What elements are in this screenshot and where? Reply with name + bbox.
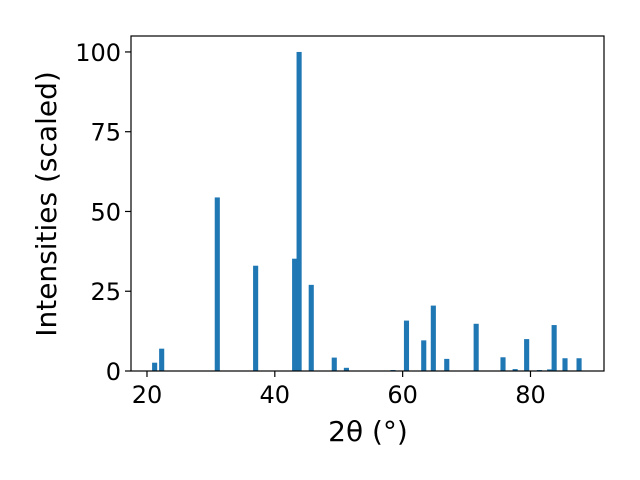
y-tick-label: 75 <box>90 119 121 147</box>
bar <box>473 323 479 371</box>
bar <box>403 320 410 371</box>
x-tick-label: 40 <box>260 381 291 409</box>
bar <box>430 305 436 371</box>
y-tick-label: 50 <box>90 198 121 226</box>
bar <box>444 358 450 371</box>
bar <box>292 258 298 371</box>
y-tick-label: 0 <box>106 358 121 386</box>
bar <box>152 362 158 371</box>
bar <box>343 367 349 371</box>
bar <box>331 357 337 371</box>
y-tick-label: 100 <box>75 39 121 67</box>
bar <box>524 339 530 371</box>
bars-group <box>152 51 582 371</box>
bar <box>253 265 259 371</box>
bar <box>512 369 518 371</box>
bar <box>296 51 302 371</box>
x-tick-label: 80 <box>515 381 546 409</box>
bar <box>308 284 314 371</box>
x-axis-ticks: 20 40 60 80 <box>132 371 546 409</box>
bar <box>547 369 553 371</box>
plot-frame <box>130 35 605 372</box>
x-tick-label: 60 <box>387 381 418 409</box>
bar <box>500 357 506 371</box>
y-axis-ticks: 0 25 50 75 100 <box>75 39 131 386</box>
bar <box>576 358 582 371</box>
x-axis-label: 2θ (°) <box>328 415 408 448</box>
bar <box>421 340 427 371</box>
bar <box>562 358 568 371</box>
x-tick-label: 20 <box>132 381 163 409</box>
y-tick-label: 25 <box>90 278 121 306</box>
bar <box>159 348 165 371</box>
bar <box>214 197 220 371</box>
bar <box>551 325 557 371</box>
y-axis-label: Intensities (scaled) <box>30 71 63 337</box>
